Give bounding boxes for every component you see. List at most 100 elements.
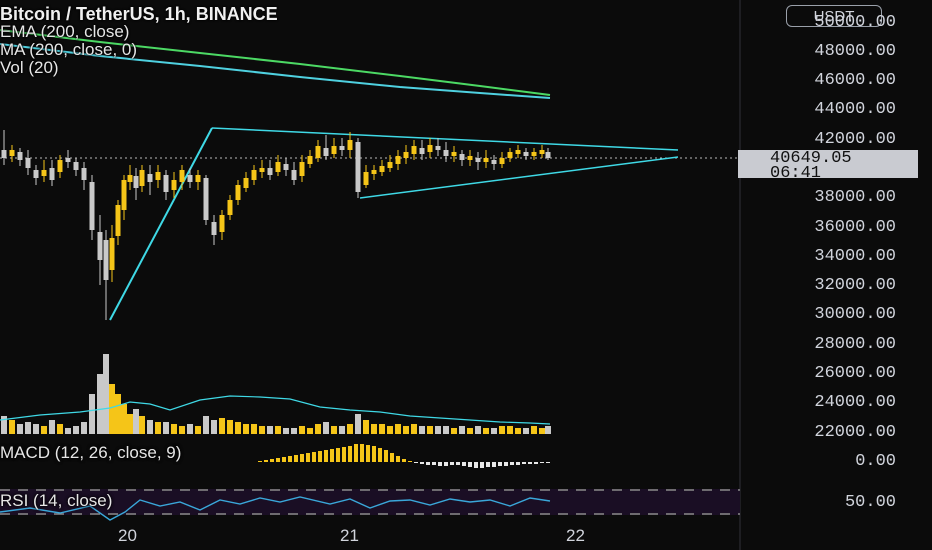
volume-bar — [195, 426, 201, 434]
candle-body — [251, 170, 257, 180]
macd-bar — [546, 462, 550, 463]
macd-bar — [258, 461, 262, 462]
candle-body — [179, 170, 185, 182]
candle-body — [291, 170, 297, 180]
time-axis-label-21: 21 — [340, 526, 359, 545]
volume-bar — [307, 428, 313, 434]
macd-bar — [486, 462, 490, 467]
macd-bar — [516, 462, 520, 465]
macd-bar — [276, 458, 280, 462]
volume-bar — [17, 424, 23, 434]
candle-body — [275, 162, 281, 172]
volume-ma-line — [0, 395, 551, 425]
price-axis-label: 26000.00 — [814, 364, 896, 383]
ema-legend[interactable]: EMA (200, close) — [0, 22, 130, 41]
volume-bar — [251, 424, 257, 434]
volume-bar — [347, 424, 353, 434]
time-axis-label-22: 22 — [566, 526, 585, 545]
macd-bar — [432, 462, 436, 465]
price-axis-label: 44000.00 — [814, 100, 896, 119]
rsi-legend[interactable]: RSI (14, close) — [0, 491, 113, 510]
macd-bar — [294, 455, 298, 462]
candle-body — [17, 152, 23, 160]
macd-bar — [354, 444, 358, 462]
ma-line — [0, 43, 551, 99]
candle-body — [387, 162, 393, 168]
volume-bar — [139, 416, 145, 434]
candle-body — [379, 166, 385, 172]
macd-bar — [282, 457, 286, 462]
volume-bar — [483, 428, 489, 434]
candle-body — [539, 150, 545, 154]
volume-bar — [211, 420, 217, 434]
volume-bar — [531, 426, 537, 434]
volume-bar — [203, 416, 209, 434]
macd-bar — [504, 462, 508, 466]
volume-bar — [491, 428, 497, 434]
candle-body — [283, 164, 289, 170]
volume-bar — [219, 418, 225, 434]
volume-bar — [147, 420, 153, 434]
volume-bar — [475, 426, 481, 434]
candle-body — [515, 150, 521, 154]
candle-body — [545, 152, 551, 158]
macd-bar — [474, 462, 478, 468]
ema-line — [0, 29, 551, 96]
price-axis-label: 50000.00 — [814, 13, 896, 32]
volume-bar — [451, 428, 457, 434]
candle-body — [459, 154, 465, 160]
candle-body — [139, 170, 145, 186]
volume-bar — [81, 422, 87, 434]
volume-bar — [103, 354, 109, 434]
candle-body — [443, 150, 449, 156]
macd-bar — [462, 462, 466, 466]
macd-bar — [312, 452, 316, 462]
candle-body — [491, 160, 497, 164]
candle-body — [523, 152, 529, 156]
candle-body — [1, 150, 7, 158]
macd-bar — [492, 462, 496, 467]
macd-bar — [414, 462, 418, 463]
volume-bar — [227, 420, 233, 434]
rsi-line — [0, 496, 551, 521]
rsi-band — [0, 489, 740, 515]
macd-bar — [366, 445, 370, 462]
volume-legend[interactable]: Vol (20) — [0, 58, 59, 77]
ma-legend[interactable]: MA (200, close, 0) — [0, 40, 138, 59]
candle-body — [299, 162, 305, 176]
volume-bar — [545, 426, 551, 434]
macd-bar — [534, 462, 538, 464]
candle-body — [267, 168, 273, 175]
macd-bar — [522, 462, 526, 464]
macd-bar — [468, 462, 472, 467]
volume-bar — [171, 424, 177, 434]
candle-body — [363, 172, 369, 185]
currency-selector[interactable]: USDT — [786, 5, 882, 27]
candle-body — [73, 162, 79, 170]
volume-bar — [163, 422, 169, 434]
candle-body — [33, 170, 39, 178]
macd-legend[interactable]: MACD (12, 26, close, 9) — [0, 443, 182, 462]
price-axis-label: 24000.00 — [814, 393, 896, 412]
candle-body — [109, 238, 115, 270]
macd-bar — [378, 448, 382, 462]
candle-body — [103, 240, 109, 280]
volume-bar — [387, 426, 393, 434]
volume-bar — [275, 426, 281, 434]
volume-bar — [331, 426, 337, 434]
volume-bar — [187, 424, 193, 434]
bar-countdown: 06:41 — [770, 164, 822, 183]
macd-bar — [264, 460, 268, 462]
volume-bar — [57, 424, 63, 434]
macd-bar — [510, 462, 514, 465]
candle-body — [427, 145, 433, 152]
candle-body — [451, 152, 457, 156]
volume-bar — [25, 422, 31, 434]
macd-bar — [420, 462, 424, 464]
volume-bar — [115, 394, 121, 434]
macd-bar — [450, 462, 454, 465]
volume-bar — [499, 426, 505, 434]
volume-bar — [41, 426, 47, 434]
